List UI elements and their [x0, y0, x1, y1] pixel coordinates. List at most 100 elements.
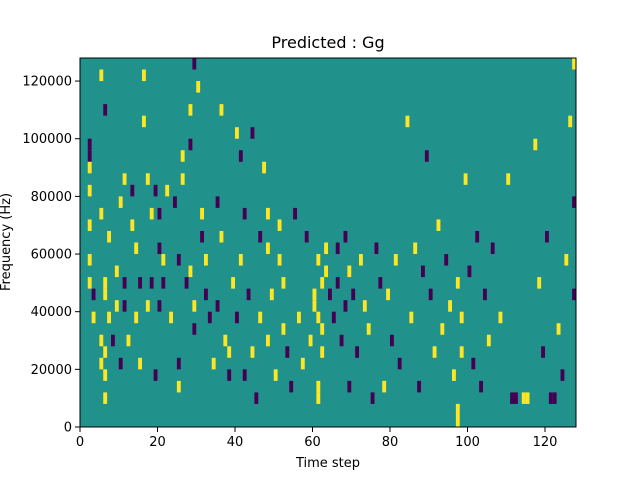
heatmap-cell	[103, 277, 108, 289]
heatmap-cell	[537, 277, 542, 289]
x-axis-label: Time step	[295, 456, 360, 471]
heatmap-cell	[467, 265, 472, 278]
heatmap-cell	[87, 219, 92, 231]
heatmap-cell	[242, 207, 247, 220]
plot-frame	[79, 57, 577, 428]
heatmap-cell	[297, 311, 301, 324]
y-axis-label: Frequency (Hz)	[0, 193, 14, 291]
heatmap-cell	[459, 346, 464, 358]
heatmap-cell	[130, 184, 135, 197]
chart-title: Predicted : Gg	[271, 33, 384, 52]
heatmap-cell	[87, 277, 92, 289]
x-tick-label: 20	[149, 435, 166, 450]
heatmap-cell	[339, 334, 344, 347]
heatmap-cell	[273, 369, 278, 381]
heatmap-cell	[378, 277, 383, 289]
heatmap-cell	[122, 173, 127, 185]
heatmap-cell	[498, 311, 503, 324]
heatmap-cell	[157, 300, 162, 312]
x-tick-label: 120	[533, 435, 558, 450]
heatmap-cell	[99, 207, 104, 220]
heatmap-cell	[126, 334, 131, 347]
heatmap-cell	[335, 277, 340, 289]
heatmap-cell	[130, 219, 135, 231]
heatmap-cell	[219, 104, 224, 116]
y-tick-label: 100000	[22, 132, 72, 147]
y-tick-label: 80000	[31, 190, 72, 205]
heatmap-cell	[289, 380, 294, 393]
heatmap-cell	[514, 392, 518, 404]
heatmap-cell	[428, 288, 433, 301]
heatmap-cell	[560, 369, 565, 381]
heatmap-cell	[351, 288, 356, 301]
heatmap-cell	[320, 346, 325, 358]
heatmap-cell	[556, 323, 561, 335]
heatmap-cell	[87, 254, 92, 266]
heatmap-cell	[227, 346, 232, 358]
heatmap-cell	[192, 58, 197, 70]
heatmap-cell	[145, 173, 150, 185]
x-tick-label: 40	[227, 435, 244, 450]
heatmap-cell	[343, 230, 348, 243]
heatmap-cell	[455, 415, 460, 427]
heatmap-cell	[227, 369, 232, 381]
heatmap-cell	[525, 392, 530, 404]
heatmap-cell	[231, 277, 236, 289]
heatmap-cell	[99, 69, 104, 82]
heatmap-cell	[304, 230, 309, 243]
heatmap-cell	[541, 346, 546, 358]
heatmap-cell	[359, 254, 363, 266]
heatmap-cell	[169, 311, 174, 324]
heatmap-cell	[103, 288, 108, 301]
heatmap-cell	[262, 161, 267, 174]
heatmap-cell	[153, 369, 158, 381]
heatmap-cell	[173, 196, 177, 208]
heatmap-cell	[258, 311, 263, 324]
heatmap-cell	[165, 184, 170, 197]
heatmap-cell	[552, 392, 557, 404]
heatmap-cell	[122, 300, 127, 312]
heatmap-cell	[459, 311, 464, 324]
heatmap-cell	[161, 277, 166, 289]
heatmap-cell	[134, 242, 139, 255]
heatmap-cell	[219, 230, 224, 243]
heatmap-cell	[545, 230, 549, 243]
heatmap-cell	[157, 242, 162, 255]
heatmap-cell	[180, 173, 185, 185]
heatmap-cell	[242, 369, 247, 381]
heatmap-cell	[145, 300, 150, 312]
heatmap-cell	[200, 230, 205, 243]
heatmap-cell	[448, 300, 453, 312]
heatmap-cell	[138, 277, 143, 289]
heatmap-cell	[238, 254, 243, 266]
heatmap-cell	[390, 334, 394, 347]
heatmap-cell	[328, 288, 332, 301]
heatmap-cell	[397, 357, 402, 370]
heatmap-cell	[320, 277, 325, 289]
heatmap-cell	[409, 311, 414, 324]
heatmap-cell	[382, 380, 387, 393]
heatmap-cell	[103, 346, 108, 358]
heatmap-cell	[87, 138, 92, 151]
heatmap-cell	[114, 300, 119, 312]
heatmap-cell	[223, 334, 228, 347]
y-tick-label: 120000	[22, 75, 72, 90]
y-tick-label: 20000	[31, 363, 72, 378]
heatmap-cell	[207, 311, 212, 324]
heatmap-cell	[269, 288, 274, 301]
heatmap-cell	[440, 323, 445, 335]
heatmap-cell	[455, 277, 460, 289]
heatmap-cell	[188, 138, 193, 151]
heatmap-cell	[452, 369, 456, 381]
heatmap-cell	[320, 323, 325, 335]
heatmap-cell	[114, 265, 119, 278]
heatmap-cell	[506, 173, 511, 185]
heatmap-cell	[281, 277, 286, 289]
heatmap-cell	[316, 254, 321, 266]
heatmap-cell	[142, 69, 146, 82]
heatmap-cell	[157, 207, 162, 220]
heatmap-cell	[238, 150, 243, 162]
plot-area	[79, 57, 577, 428]
heatmap-cell	[331, 311, 336, 324]
